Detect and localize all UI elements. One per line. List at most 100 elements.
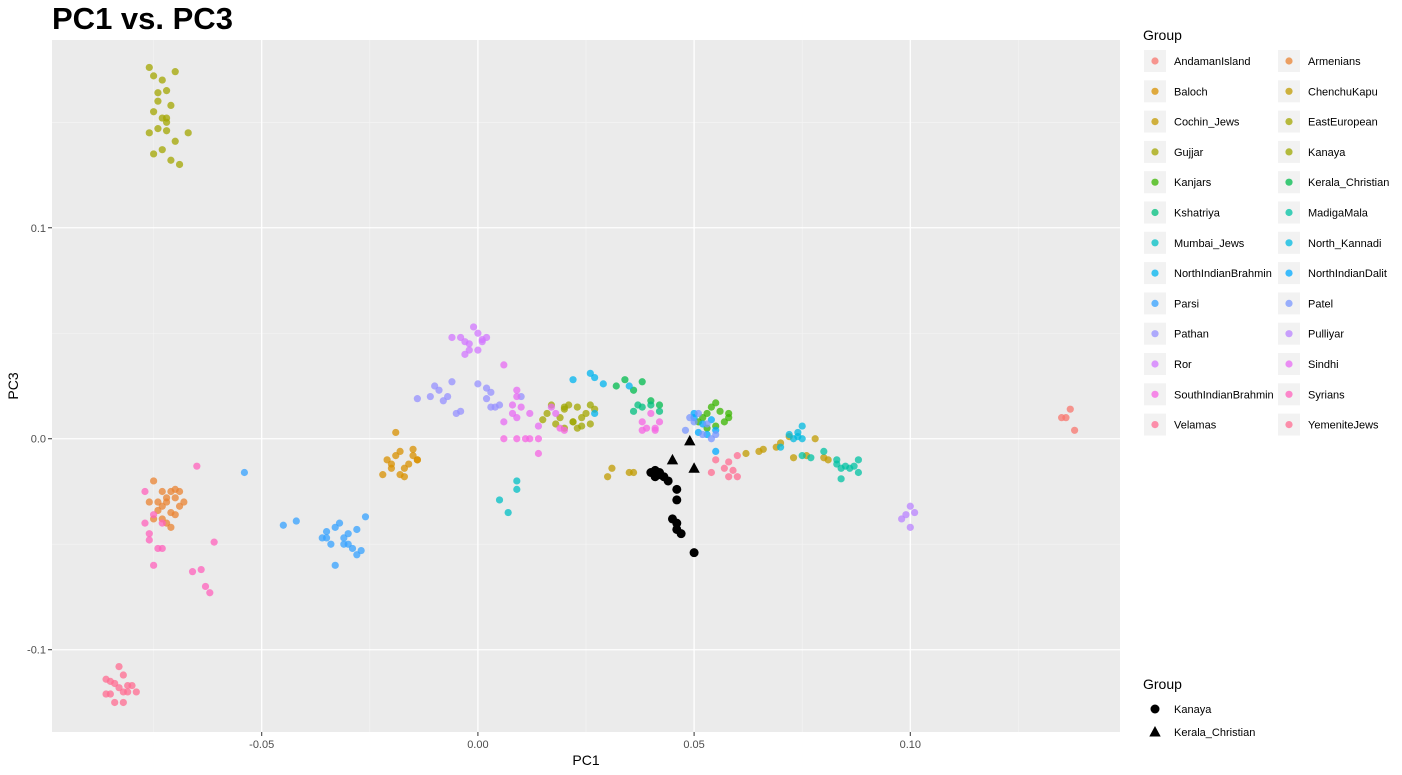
point-Ror bbox=[474, 346, 482, 354]
shape-legend-key-Kerala_Christian bbox=[1149, 726, 1161, 737]
point-SouthIndianBrahmin bbox=[651, 426, 659, 434]
point-EastEuropean bbox=[150, 72, 158, 80]
point-ChenchuKapu bbox=[811, 435, 819, 443]
point-Sindhi bbox=[508, 401, 517, 409]
point-SouthIndianBrahmin bbox=[638, 418, 646, 426]
point-Patel bbox=[694, 409, 703, 418]
point-Velamas bbox=[707, 468, 715, 477]
point-Armenians bbox=[171, 485, 179, 493]
point-NorthIndianBrahmin bbox=[569, 376, 577, 384]
point-MadigaMala bbox=[833, 456, 841, 464]
point-Pathan bbox=[474, 380, 482, 388]
legend-label-Parsi: Parsi bbox=[1174, 298, 1199, 310]
point-Sindhi bbox=[513, 392, 521, 401]
point-Ror bbox=[465, 340, 473, 348]
legend-key-EastEuropean bbox=[1285, 118, 1293, 126]
legend-label-AndamanIsland: AndamanIsland bbox=[1174, 56, 1250, 68]
point-Cochin_Jews bbox=[755, 447, 763, 456]
point-Syrians bbox=[150, 511, 158, 519]
point-SouthIndianBrahmin bbox=[534, 449, 543, 458]
point-Ror bbox=[474, 329, 482, 337]
point-Pathan bbox=[426, 392, 434, 401]
point-Kshatriya bbox=[655, 407, 664, 415]
highlight-point-Kerala_Christian bbox=[688, 462, 700, 473]
point-SouthIndianBrahmin bbox=[655, 418, 664, 426]
chart-title: PC1 vs. PC3 bbox=[52, 1, 233, 36]
point-Gujjar bbox=[582, 409, 590, 418]
color-legend: AndamanIsland Armenians Baloch ChenchuKapu C… bbox=[1144, 50, 1389, 436]
legend-label-Armenians: Armenians bbox=[1308, 56, 1361, 68]
point-Parsi bbox=[240, 468, 249, 477]
point-Gujjar bbox=[539, 416, 547, 424]
legend-label-Patel: Patel bbox=[1308, 298, 1333, 310]
point-ChenchuKapu bbox=[742, 449, 750, 458]
legend-label-North_Kannadi: North_Kannadi bbox=[1308, 238, 1381, 250]
point-Parsi bbox=[292, 517, 300, 525]
y-tick-label: -0.1 bbox=[27, 645, 46, 657]
point-Ror bbox=[448, 333, 456, 342]
shape-legend-label-Kerala_Christian: Kerala_Christian bbox=[1174, 727, 1255, 739]
legend-label-EastEuropean: EastEuropean bbox=[1308, 117, 1378, 129]
point-Pulliyar bbox=[911, 508, 919, 517]
point-Parsi bbox=[322, 534, 331, 542]
point-Sindhi bbox=[526, 409, 534, 418]
highlight-point-Kanaya bbox=[672, 518, 682, 528]
point-YemeniteJews bbox=[111, 698, 119, 707]
point-YemeniteJews bbox=[119, 698, 127, 707]
point-Patel bbox=[712, 430, 720, 439]
point-EastEuropean bbox=[162, 114, 171, 122]
y-tick-label: 0.0 bbox=[31, 434, 46, 446]
point-SouthIndianBrahmin bbox=[560, 426, 568, 434]
x-tick-label: 0.10 bbox=[900, 739, 921, 751]
point-Sindhi bbox=[547, 403, 556, 411]
point-Parsi bbox=[279, 521, 287, 529]
point-MadigaMala bbox=[820, 447, 828, 456]
point-YemeniteJews bbox=[124, 681, 132, 690]
legend-label-Mumbai_Jews: Mumbai_Jews bbox=[1174, 238, 1245, 250]
legend-label-Velamas: Velamas bbox=[1174, 420, 1217, 432]
point-Sindhi bbox=[500, 361, 508, 369]
point-Parsi bbox=[327, 540, 335, 548]
point-Pulliyar bbox=[906, 523, 914, 531]
point-ChenchuKapu bbox=[789, 454, 798, 462]
point-YemeniteJews bbox=[102, 690, 110, 698]
legend-key-Sindhi bbox=[1285, 360, 1293, 368]
point-Velamas bbox=[712, 456, 720, 464]
point-Syrians bbox=[150, 561, 158, 569]
point-AndamanIsland bbox=[1066, 405, 1074, 413]
point-SouthIndianBrahmin bbox=[638, 426, 646, 434]
point-Velamas bbox=[725, 458, 733, 466]
point-YemeniteJews bbox=[119, 671, 127, 679]
point-Syrians bbox=[158, 519, 166, 527]
point-Ror bbox=[461, 350, 469, 358]
legend-label-NorthIndianDalit: NorthIndianDalit bbox=[1308, 268, 1387, 280]
point-Baloch bbox=[400, 473, 408, 481]
point-Syrians bbox=[141, 487, 149, 496]
x-tick-label: 0.00 bbox=[467, 739, 488, 751]
point-Syrians bbox=[197, 565, 205, 574]
point-EastEuropean bbox=[154, 89, 162, 97]
point-Kanjars bbox=[716, 407, 724, 415]
legend-key-Cochin_Jews bbox=[1151, 118, 1159, 126]
legend-key-Patel bbox=[1285, 299, 1293, 307]
point-Patel bbox=[686, 414, 694, 422]
point-Mumbai_Jews bbox=[495, 496, 504, 504]
point-North_Kannadi bbox=[798, 435, 806, 443]
point-YemeniteJews bbox=[115, 662, 123, 671]
point-ChenchuKapu bbox=[629, 468, 638, 477]
point-Parsi bbox=[361, 513, 370, 521]
legend-key-Kshatriya bbox=[1151, 208, 1159, 217]
point-Pathan bbox=[457, 407, 465, 415]
color-legend-title: Group bbox=[1143, 27, 1182, 43]
point-Pathan bbox=[413, 395, 421, 403]
point-Armenians bbox=[180, 498, 188, 506]
legend-key-NorthIndianBrahmin bbox=[1151, 269, 1159, 277]
point-YemeniteJews bbox=[132, 688, 140, 696]
point-EastEuropean bbox=[171, 68, 179, 76]
point-ChenchuKapu bbox=[604, 473, 612, 481]
point-Armenians bbox=[158, 502, 166, 510]
point-EastEuropean bbox=[145, 63, 153, 72]
legend-key-Kanaya bbox=[1285, 148, 1293, 156]
point-Baloch bbox=[409, 445, 417, 453]
point-Ror bbox=[478, 338, 486, 346]
